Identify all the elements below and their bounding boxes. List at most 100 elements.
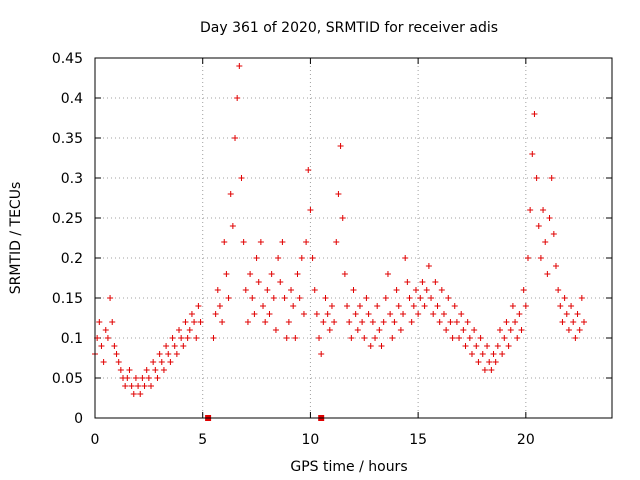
data-point	[221, 239, 228, 245]
data-point	[354, 327, 361, 333]
data-point	[464, 319, 471, 325]
data-point	[341, 271, 348, 277]
data-point	[494, 343, 501, 349]
data-point	[320, 319, 327, 325]
data-point	[171, 343, 178, 349]
y-tick-label: 0.35	[52, 131, 83, 147]
data-point	[430, 311, 437, 317]
data-point	[479, 351, 486, 357]
data-point	[154, 375, 161, 381]
data-point	[501, 335, 508, 341]
data-point	[440, 311, 447, 317]
data-point	[193, 335, 200, 341]
data-point	[449, 335, 456, 341]
data-point	[425, 263, 432, 269]
tick-layer: 0 0.05 0.1 0.15 0.2 0.25 0.3 0.35 0.4 0.45 0 5 10 15 2…	[52, 51, 612, 448]
data-point	[268, 271, 275, 277]
data-point	[428, 295, 435, 301]
data-point	[412, 287, 419, 293]
data-point	[574, 311, 581, 317]
data-point	[272, 327, 279, 333]
data-point	[100, 359, 107, 365]
data-point	[400, 311, 407, 317]
data-point	[335, 191, 342, 197]
y-tick-label: 0.05	[52, 371, 83, 387]
data-point	[363, 295, 370, 301]
data-point	[359, 319, 366, 325]
data-point	[331, 319, 338, 325]
data-point	[102, 327, 109, 333]
data-point	[324, 311, 331, 317]
data-point	[548, 175, 555, 181]
data-point	[522, 303, 529, 309]
data-point	[537, 255, 544, 261]
data-point	[290, 303, 297, 309]
data-point	[212, 311, 219, 317]
data-point	[150, 359, 157, 365]
data-point	[471, 327, 478, 333]
data-point	[167, 359, 174, 365]
data-point	[402, 255, 409, 261]
data-point	[561, 295, 568, 301]
y-tick-label: 0.15	[52, 291, 83, 307]
data-point	[135, 383, 142, 389]
data-point	[475, 359, 482, 365]
data-point	[285, 319, 292, 325]
data-point	[462, 343, 469, 349]
x-tick-label: 10	[302, 432, 320, 448]
data-point	[484, 343, 491, 349]
data-point	[374, 303, 381, 309]
data-point	[578, 295, 585, 301]
data-point	[281, 295, 288, 301]
data-point	[277, 279, 284, 285]
data-point	[451, 303, 458, 309]
data-point	[460, 327, 467, 333]
data-point	[387, 311, 394, 317]
data-point	[576, 327, 583, 333]
data-point	[234, 95, 241, 101]
data-point	[348, 335, 355, 341]
data-point	[288, 287, 295, 293]
data-point	[182, 319, 189, 325]
data-point	[165, 351, 172, 357]
data-point	[236, 63, 243, 69]
data-point	[132, 375, 139, 381]
data-point	[240, 239, 247, 245]
data-point	[318, 351, 325, 357]
data-point	[216, 303, 223, 309]
data-point	[173, 351, 180, 357]
data-point	[292, 335, 299, 341]
data-point	[505, 343, 512, 349]
data-point	[503, 319, 510, 325]
x-tick-label: 5	[198, 432, 207, 448]
data-point	[316, 335, 323, 341]
data-point	[145, 375, 152, 381]
data-point	[152, 367, 159, 373]
data-point	[410, 303, 417, 309]
data-point	[555, 287, 562, 293]
data-point	[143, 367, 150, 373]
data-point	[322, 295, 329, 301]
data-point	[303, 239, 310, 245]
data-point	[255, 279, 262, 285]
data-point	[559, 319, 566, 325]
data-point	[520, 287, 527, 293]
data-point	[148, 383, 155, 389]
data-point	[447, 319, 454, 325]
plot-frame	[94, 57, 613, 419]
y-tick-label: 0	[74, 411, 83, 427]
data-point	[391, 319, 398, 325]
data-point	[188, 311, 195, 317]
data-point	[128, 383, 135, 389]
data-point	[158, 359, 165, 365]
data-point	[229, 223, 236, 229]
data-point	[333, 239, 340, 245]
data-point	[397, 327, 404, 333]
data-point	[380, 319, 387, 325]
x-tick-label: 15	[409, 432, 427, 448]
data-point	[527, 207, 534, 213]
data-point	[518, 327, 525, 333]
data-point	[160, 367, 167, 373]
data-point	[417, 295, 424, 301]
